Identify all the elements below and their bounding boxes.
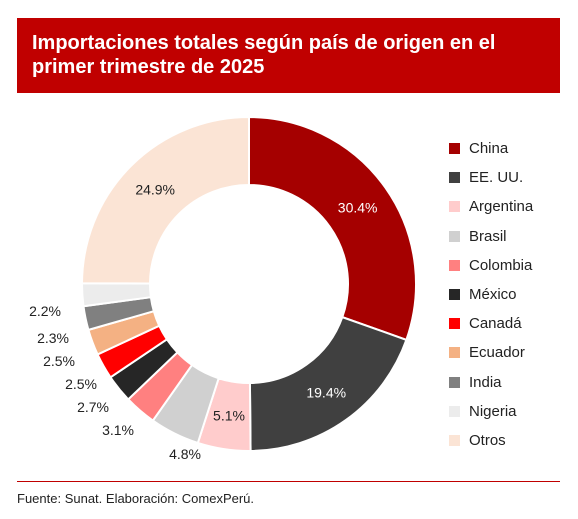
- data-label-mexico: 2.7%: [77, 399, 109, 415]
- legend-swatch: [449, 289, 460, 301]
- data-label-canada: 2.5%: [65, 376, 97, 392]
- legend-swatch: [449, 318, 460, 330]
- legend-swatch: [449, 376, 460, 388]
- data-label-colombia: 3.1%: [102, 422, 134, 438]
- legend-swatch: [449, 259, 460, 271]
- legend-label: Colombia: [469, 256, 533, 274]
- data-label-ee-uu: 19.4%: [306, 384, 346, 400]
- legend-label: Brasil: [469, 227, 507, 245]
- footer-divider: [17, 481, 560, 482]
- legend-swatch: [449, 405, 460, 417]
- legend-label: Otros: [469, 431, 506, 449]
- legend-item-argentina: Argentina: [449, 192, 533, 221]
- legend-item-mexico: México: [449, 280, 533, 309]
- legend-swatch: [449, 201, 460, 213]
- slice-china: [248, 115, 417, 342]
- legend-swatch: [449, 230, 460, 242]
- legend-item-colombia: Colombia: [449, 251, 533, 280]
- legend-swatch: [449, 172, 460, 184]
- legend-label: Canadá: [469, 315, 522, 333]
- chart-title: Importaciones totales según país de orig…: [17, 18, 560, 93]
- data-label-nigeria: 2.2%: [29, 303, 61, 319]
- legend-item-ee-uu: EE. UU.: [449, 163, 533, 192]
- legend-label: China: [469, 140, 509, 158]
- legend-label: Ecuador: [469, 344, 525, 362]
- legend-label: México: [469, 286, 517, 304]
- donut-chart: 30.4% 19.4% 5.1% 4.8% 3.1% 2.7% 2.5% 2.5% 2.3% 2.…: [29, 115, 417, 462]
- data-label-argentina: 5.1%: [213, 407, 245, 423]
- legend-label: Nigeria: [469, 402, 517, 420]
- legend-label: EE. UU.: [469, 169, 524, 187]
- chart-legend: China EE. UU. Argentina Brasil Colombia Méxic…: [449, 134, 533, 455]
- data-label-china: 30.4%: [338, 199, 378, 215]
- legend-item-ecuador: Ecuador: [449, 338, 533, 367]
- legend-label: India: [469, 373, 502, 391]
- legend-item-nigeria: Nigeria: [449, 397, 533, 426]
- legend-item-otros: Otros: [449, 426, 533, 455]
- data-label-brasil: 4.8%: [169, 446, 201, 462]
- legend-swatch: [449, 434, 460, 446]
- legend-swatch: [449, 347, 460, 359]
- data-label-otros: 24.9%: [135, 182, 175, 198]
- legend-swatch: [449, 143, 460, 155]
- legend-label: Argentina: [469, 198, 534, 216]
- source-note: Fuente: Sunat. Elaboración: ComexPerú.: [17, 491, 255, 506]
- data-label-ecuador: 2.5%: [43, 353, 75, 369]
- data-label-india: 2.3%: [37, 330, 69, 346]
- legend-item-india: India: [449, 368, 533, 397]
- chart-title-text: Importaciones totales según país de orig…: [32, 32, 496, 78]
- legend-item-canada: Canadá: [449, 309, 533, 338]
- legend-item-brasil: Brasil: [449, 222, 533, 251]
- legend-item-china: China: [449, 134, 533, 163]
- slice-otros: [80, 115, 250, 285]
